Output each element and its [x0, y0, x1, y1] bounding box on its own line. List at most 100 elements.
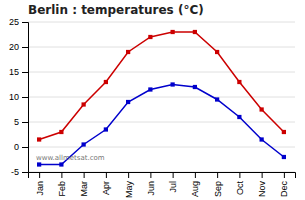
- x-tick: Nov: [257, 172, 267, 197]
- y-tick: 25: [9, 17, 28, 27]
- y-tick: 10: [9, 92, 28, 102]
- marks: [37, 30, 286, 167]
- y-tick-label: 20: [9, 42, 19, 52]
- y-tick-label: 15: [9, 67, 19, 77]
- marker: [59, 162, 63, 166]
- x-tick-label: Sep: [213, 181, 223, 197]
- x-tick: Feb: [57, 172, 67, 197]
- line: [39, 32, 284, 140]
- x-tick-label: Feb: [57, 181, 67, 197]
- line: [39, 85, 284, 165]
- marker: [104, 127, 108, 131]
- x-tick-mark: [173, 172, 174, 178]
- marker: [282, 155, 286, 159]
- marker: [37, 137, 41, 141]
- marker: [193, 30, 197, 34]
- marker: [126, 100, 130, 104]
- grid-line: [28, 97, 295, 98]
- grid-line: [28, 122, 295, 123]
- x-tick-mark: [217, 172, 218, 178]
- y-tick-label: 25: [9, 17, 19, 27]
- x-tick-label: Dec: [279, 181, 289, 198]
- x-tick: Apr: [101, 172, 111, 195]
- marker: [104, 80, 108, 84]
- x-tick: May: [124, 172, 134, 198]
- y-tick-mark: [22, 72, 28, 73]
- y-tick: 0: [14, 142, 28, 152]
- marker: [82, 142, 86, 146]
- x-tick: Jan: [35, 172, 45, 196]
- annotation: www.allmetsat.com: [36, 154, 105, 162]
- y-tick-label: -5: [11, 167, 19, 177]
- x-tick-label: Aug: [190, 181, 200, 197]
- marker: [260, 137, 264, 141]
- y-tick-mark: [22, 97, 28, 98]
- y-tick: 5: [14, 117, 28, 127]
- x-tick: Mar: [79, 172, 89, 197]
- x-tick-label: Nov: [257, 181, 267, 198]
- x-tick-mark: [61, 172, 62, 178]
- y-tick-label: 5: [14, 117, 19, 127]
- x-tick-label: Mar: [79, 181, 89, 197]
- x-tick-mark: [284, 172, 285, 178]
- grid-line: [28, 72, 295, 73]
- y-axis: -5 0 5 10 15 20 25: [9, 17, 29, 177]
- x-tick: Oct: [235, 172, 245, 195]
- x-tick-label: Apr: [101, 181, 111, 195]
- y-tick: 15: [9, 67, 28, 77]
- x-tick-label: May: [124, 181, 134, 199]
- x-tick-mark: [128, 172, 129, 178]
- marker: [37, 162, 41, 166]
- marker: [237, 80, 241, 84]
- y-axis-line: [22, 23, 29, 173]
- marker: [171, 30, 175, 34]
- plot: Jan Feb Mar Apr May Jun Jul Aug Sep Oct Nov Dec -5 0 5…: [9, 17, 296, 198]
- x-axis: Jan Feb Mar Apr May Jun Jul Aug Sep Oct Nov Dec: [29, 172, 296, 198]
- x-tick-label: Oct: [235, 181, 245, 196]
- y-tick-label: 10: [9, 92, 19, 102]
- x-tick-mark: [150, 172, 151, 178]
- x-tick-mark: [239, 172, 240, 178]
- grid-line: [28, 147, 295, 148]
- marker: [237, 115, 241, 119]
- y-tick-mark: [22, 147, 28, 148]
- marker: [148, 35, 152, 39]
- chart: Jan Feb Mar Apr May Jun Jul Aug Sep Oct Nov Dec -5 0 5…: [0, 0, 305, 200]
- x-tick: Jul: [168, 172, 178, 193]
- marker: [171, 82, 175, 86]
- x-tick-label: Jun: [146, 181, 156, 196]
- marker: [193, 85, 197, 89]
- x-tick-mark: [84, 172, 85, 178]
- marker: [126, 50, 130, 54]
- x-tick: Aug: [190, 172, 200, 197]
- x-tick-mark: [106, 172, 107, 178]
- series: [37, 30, 286, 142]
- grid-line: [28, 47, 295, 48]
- y-tick: 20: [9, 42, 28, 52]
- y-tick-mark: [22, 122, 28, 123]
- x-tick: Jun: [146, 172, 156, 196]
- y-grid: [28, 22, 295, 172]
- x-tick-label: Jul: [168, 181, 178, 193]
- series: [37, 82, 286, 166]
- marker: [148, 87, 152, 91]
- marker: [215, 50, 219, 54]
- grid-line: [28, 22, 295, 23]
- y-tick-mark: [22, 22, 28, 23]
- marker: [215, 97, 219, 101]
- x-tick-label: Jan: [35, 181, 45, 196]
- marker: [282, 130, 286, 134]
- x-tick-mark: [39, 172, 40, 178]
- y-tick-mark: [22, 47, 28, 48]
- x-tick-mark: [195, 172, 196, 178]
- x-tick: Sep: [213, 172, 223, 197]
- x-axis-line: [29, 173, 296, 179]
- marker: [82, 102, 86, 106]
- marker: [260, 107, 264, 111]
- x-tick-mark: [262, 172, 263, 178]
- y-tick-mark: [22, 172, 28, 173]
- y-tick-label: 0: [14, 142, 19, 152]
- title: Berlin : temperatures (°C): [28, 3, 204, 17]
- y-tick: -5: [11, 167, 28, 177]
- x-tick: Dec: [279, 172, 289, 197]
